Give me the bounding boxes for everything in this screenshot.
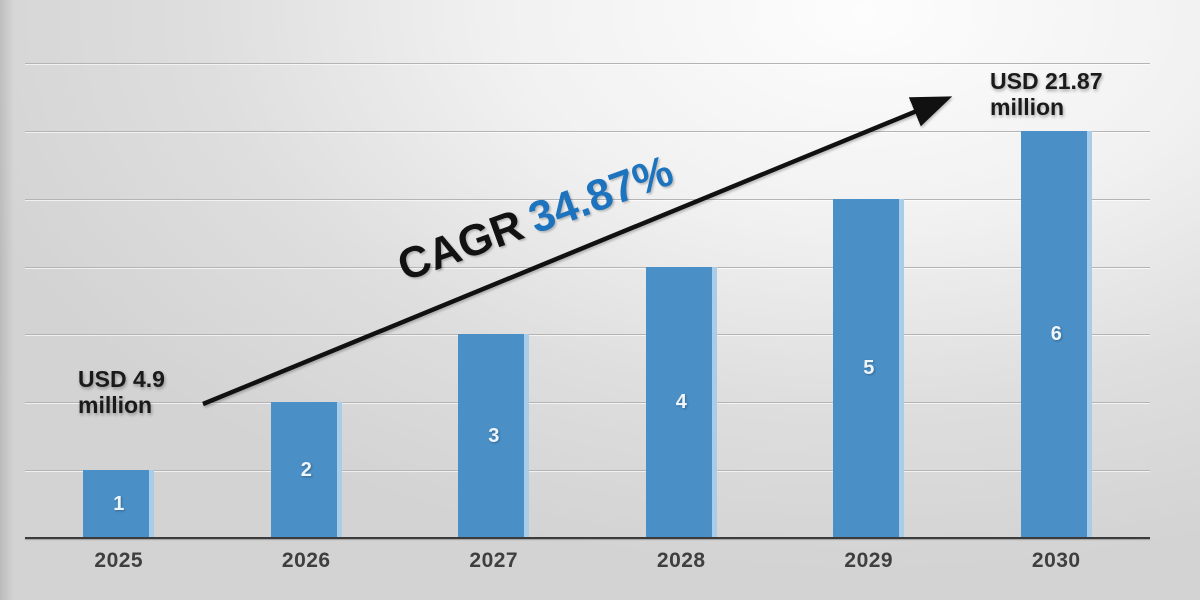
bar-value-label: 6: [1050, 322, 1062, 345]
x-tick-2029: 2029: [844, 549, 894, 572]
bar-value-label: 5: [863, 356, 875, 379]
end-value-line2: million: [990, 94, 1065, 120]
bar-2029: 5: [833, 198, 905, 538]
bar-value-label: 4: [675, 390, 687, 413]
start-value-line2: million: [78, 392, 153, 418]
bar-2030: 6: [1020, 130, 1092, 538]
gridline: [25, 130, 1150, 132]
x-tick-2030: 2030: [1031, 549, 1081, 572]
x-axis-line: [25, 537, 1150, 539]
gridline: [25, 334, 1150, 336]
gridline: [25, 402, 1150, 404]
end-value-line1: USD 21.87: [990, 68, 1103, 94]
bar-2026: 2: [270, 402, 342, 538]
x-tick-2028: 2028: [656, 549, 706, 572]
end-value-callout: USD 21.87 million: [990, 68, 1103, 120]
bar-2025: 1: [83, 470, 155, 538]
x-tick-2025: 2025: [94, 549, 144, 572]
bar-value-label: 3: [488, 424, 500, 447]
x-tick-2026: 2026: [281, 549, 331, 572]
bar-2027: 3: [458, 334, 530, 538]
gridline: [25, 470, 1150, 472]
start-value-callout: USD 4.9 million: [78, 366, 165, 418]
bar-2028: 4: [645, 266, 717, 538]
start-value-line1: USD 4.9: [78, 366, 165, 392]
bar-value-label: 2: [300, 458, 312, 481]
bar-value-label: 1: [113, 492, 125, 515]
x-tick-2027: 2027: [469, 549, 519, 572]
gridline: [25, 63, 1150, 64]
gridline: [25, 266, 1150, 268]
